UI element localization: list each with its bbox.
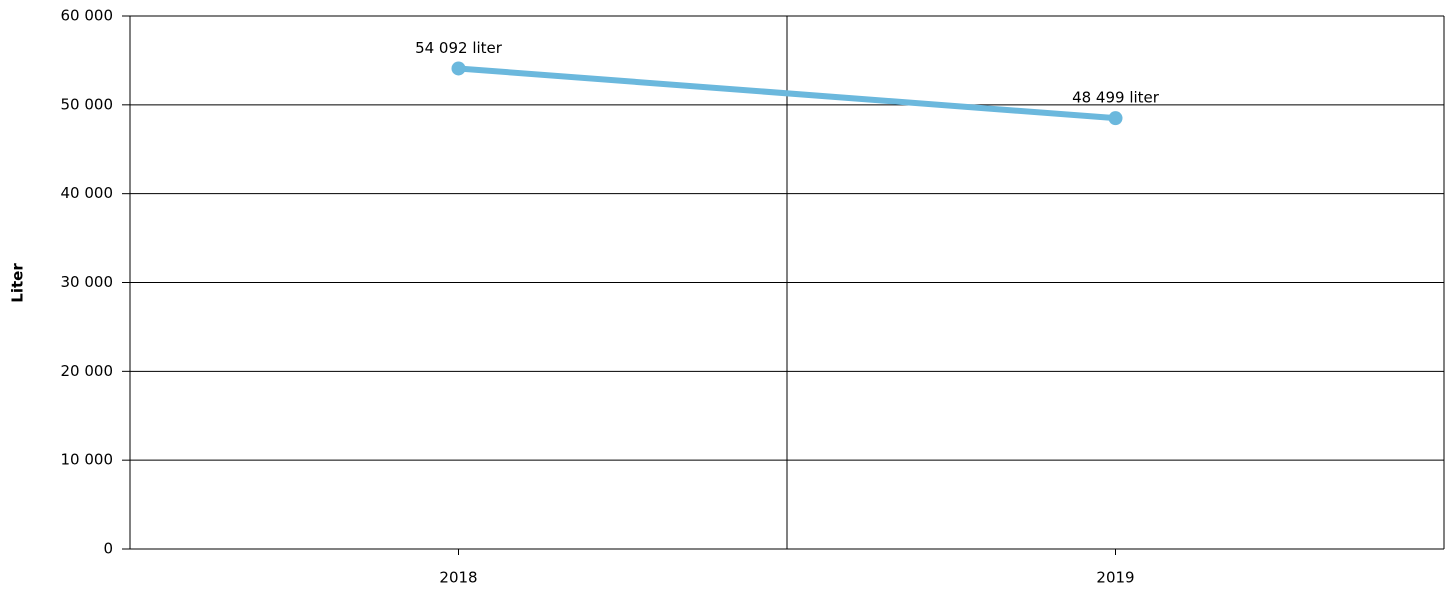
y-axis-title: Liter [9,263,27,303]
y-tick-label: 40 000 [61,184,114,202]
y-tick-label: 30 000 [61,273,114,291]
point [1108,111,1123,126]
point [451,61,466,76]
y-tick-label: 50 000 [61,95,114,113]
data-label: 54 092 liter [415,39,503,57]
line [458,65,1116,122]
x-tick-label: 2018 [439,569,477,587]
y-tick-label: 20 000 [61,362,114,380]
y-tick-label: 10 000 [61,451,114,469]
x-tick-label: 2019 [1096,569,1134,587]
y-tick-label: 60 000 [61,7,114,25]
data-label: 48 499 liter [1072,89,1160,107]
y-tick-label: 0 [103,540,113,558]
